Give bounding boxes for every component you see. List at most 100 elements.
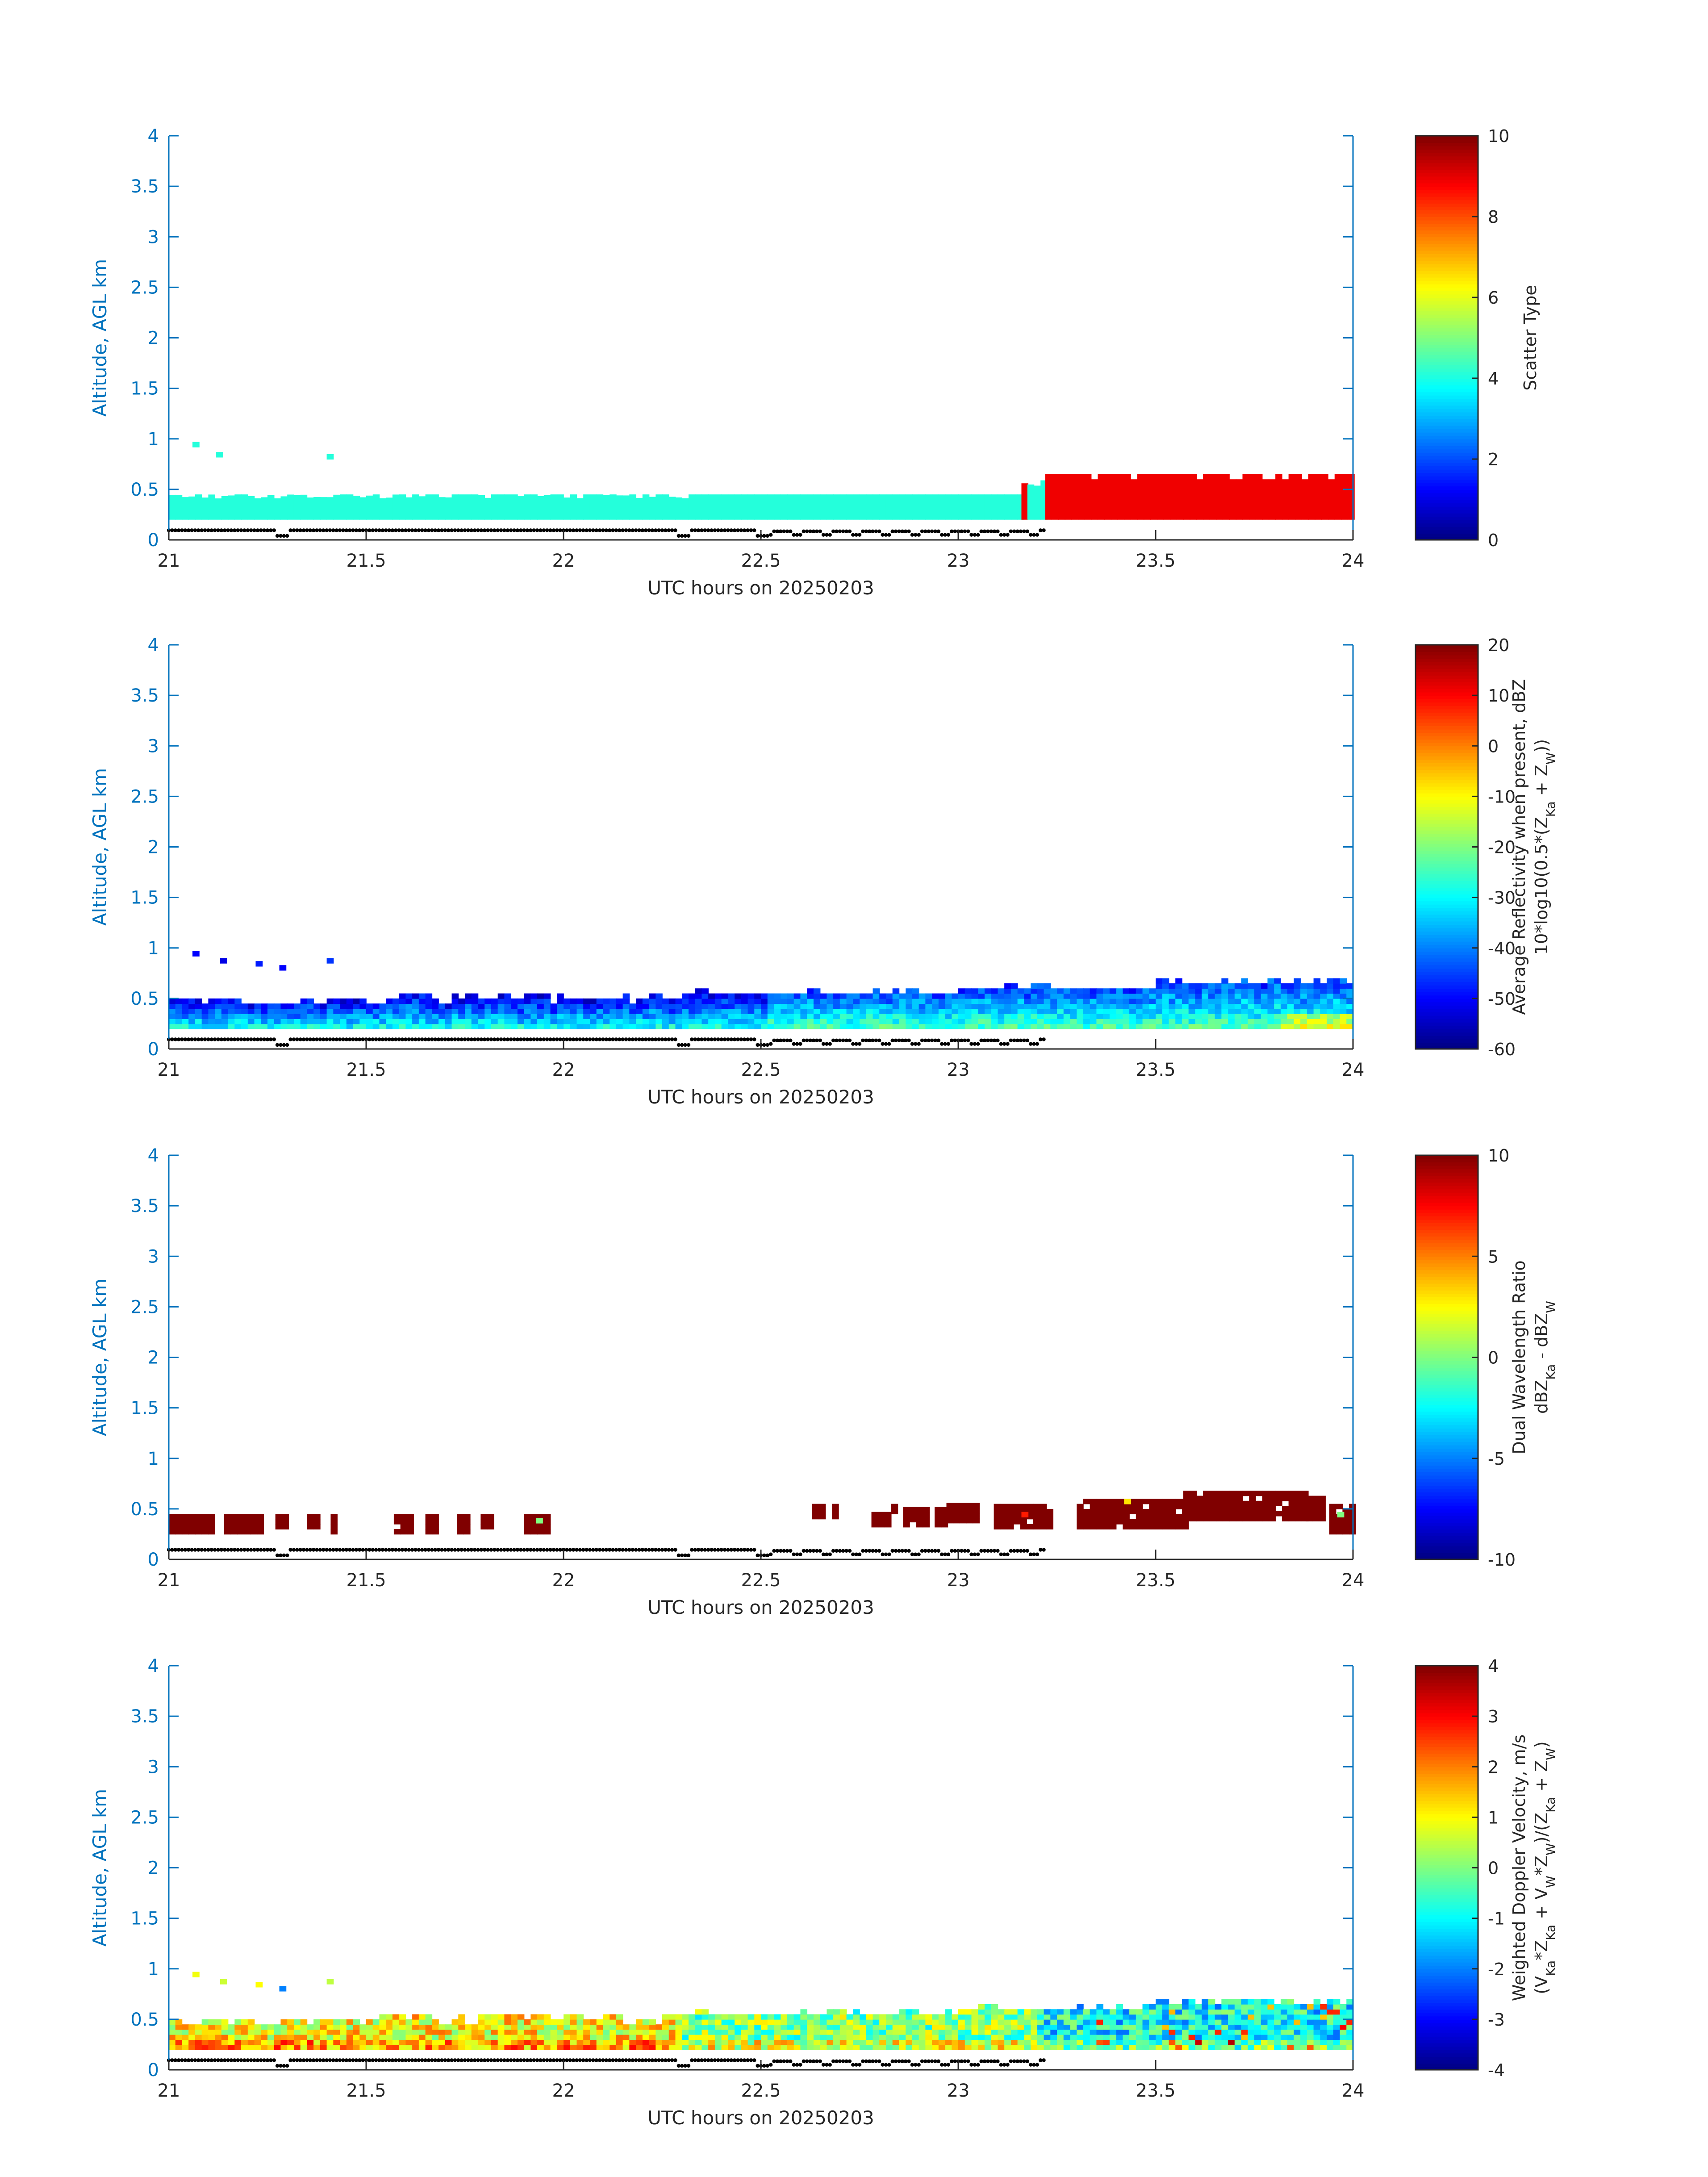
ground-dot [729,1548,733,1552]
y-tick-label: 3 [148,736,159,756]
data-cell [1346,988,1353,994]
data-cell [1203,1496,1210,1501]
data-cell [275,1514,283,1520]
data-cell [741,2019,748,2025]
x-tick-label: 23 [947,551,970,571]
ground-dot [334,528,338,532]
ground-dot [960,2059,964,2063]
data-cell [405,1024,413,1029]
data-cell [1280,988,1288,994]
data-cell [991,1019,998,1024]
data-cell [629,1008,636,1014]
data-cell [1162,983,1169,989]
data-cell [333,1024,340,1029]
data-cell [1031,2019,1038,2025]
data-cell [1031,2029,1038,2035]
data-cell [320,1024,327,1029]
data-cell [1208,1003,1215,1009]
data-cell [1208,2014,1215,2020]
data-cell [583,2019,590,2025]
colorbar-swatch [1416,1256,1478,1260]
ground-dot [292,2058,296,2062]
data-cell [1182,998,1189,1004]
data-cell [1136,1504,1143,1509]
data-cell [1116,1508,1123,1514]
data-cell [208,2029,215,2035]
data-cell [583,998,590,1004]
data-cell [570,2024,577,2030]
data-cell [254,1024,262,1029]
data-cell [953,1518,960,1524]
data-cell [1312,1511,1320,1517]
data-cell [379,1019,386,1024]
data-cell [1083,1524,1090,1529]
data-cell [471,1013,479,1019]
data-cell [1327,2034,1334,2040]
data-cell [636,497,643,520]
colorbar-swatch [1416,1371,1478,1375]
ground-dot [900,1549,904,1553]
ground-dot [387,528,391,532]
data-cell [359,2039,367,2045]
data-cell [748,2024,755,2030]
colorbar-swatch [1416,217,1478,221]
ground-dot [466,1548,470,1552]
ground-dot [966,2059,970,2063]
ground-dot [311,1548,316,1552]
data-cell [1090,1508,1097,1514]
data-cell [1195,998,1202,1004]
data-cell [916,1512,923,1517]
data-cell [1300,1013,1307,1019]
data-cell [340,1008,347,1014]
data-cell [432,1024,439,1029]
ground-dot [989,529,993,533]
data-cell [537,496,544,520]
data-cell [1320,2019,1327,2025]
ground-dot [295,1548,299,1552]
data-cell [1208,1019,1215,1024]
data-cell [1011,2039,1018,2045]
data-cell [340,1003,347,1009]
data-cell [934,1512,942,1517]
data-cell [1136,2024,1143,2030]
data-cell [1346,983,1353,989]
data-cell [1215,2044,1222,2050]
data-cell [735,993,742,999]
data-cell [1142,1013,1150,1019]
ground-dot [311,528,316,532]
data-cell [958,2009,965,2015]
ground-dot [894,1549,898,1553]
data-cell [682,998,689,1004]
colorbar-swatch [1416,2046,1478,2050]
data-cell [458,998,465,1004]
ground-dot [752,1037,756,1041]
colorbar-swatch [1416,897,1478,902]
data-cell [1109,2019,1117,2025]
data-cell [1109,2039,1117,2045]
data-cell [866,2029,873,2035]
data-cell [873,2024,880,2030]
data-cell [1044,2024,1051,2030]
data-cell [1215,1019,1222,1024]
data-cell [300,2019,308,2025]
data-cell [820,1013,827,1019]
ground-dot [1002,533,1006,537]
data-cell [1241,2024,1249,2030]
data-cell [340,2019,347,2025]
data-cell [622,993,630,999]
colorbar-swatch [1416,503,1478,507]
ground-dot [338,528,342,532]
data-cell [1044,1024,1051,1029]
ground-dot [920,529,924,533]
data-cell [1136,1499,1143,1504]
ground-dot [835,2059,839,2063]
colorbar-swatch [1416,1445,1478,1449]
colorbar-swatch [1416,742,1478,747]
ground-dot [729,1037,733,1041]
ground-dot [900,529,904,533]
data-cell [1262,1516,1270,1521]
data-cell [649,998,656,1004]
data-cell [1024,2019,1031,2025]
data-cell [1044,2039,1051,2045]
data-cell [945,1013,952,1019]
